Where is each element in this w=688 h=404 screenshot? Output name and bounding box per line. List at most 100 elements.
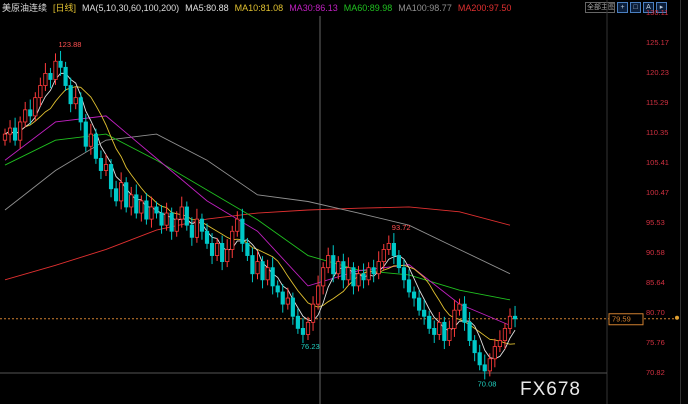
y-tick-label: 130.11	[646, 8, 668, 17]
ma10-line	[4, 86, 516, 345]
current-price-box	[608, 313, 644, 326]
candle-body	[487, 358, 492, 372]
candle-body	[230, 230, 235, 250]
y-tick-label: 110.35	[646, 128, 668, 137]
settings-button[interactable]: A	[643, 2, 654, 13]
candle-body	[512, 315, 518, 320]
candle-body	[33, 97, 38, 117]
candle-body	[83, 121, 88, 147]
candle-body	[452, 309, 457, 329]
crosshair-button[interactable]: +	[617, 2, 628, 13]
watermark: FX678	[520, 379, 581, 400]
current-price-label: 79.59	[612, 315, 631, 324]
candle-body	[472, 340, 477, 354]
y-tick-label: 85.64	[646, 278, 665, 287]
ma-params[interactable]: MA(5,10,30,60,100,200)	[82, 3, 180, 13]
extreme-annotation: 123.88	[59, 40, 82, 49]
candle-body	[78, 97, 83, 123]
y-tick-label: 115.29	[646, 98, 668, 107]
candle-body	[366, 267, 371, 281]
candle-body	[58, 60, 63, 68]
candle-body	[326, 255, 331, 269]
chart-header: 美原油连续 [日线] MA(5,10,30,60,100,200) MA5:80.88…	[0, 0, 580, 16]
candle-body	[240, 218, 245, 244]
candle-body	[194, 218, 199, 238]
candle-body	[144, 200, 149, 220]
candle-body	[225, 249, 230, 263]
candle-body	[134, 194, 139, 214]
candle-body	[38, 85, 43, 99]
candle-body	[477, 352, 482, 366]
extreme-annotation: 93.72	[392, 223, 411, 232]
ma5-line	[4, 72, 516, 360]
ma200-line	[4, 206, 511, 281]
candle-body	[174, 218, 179, 232]
ma60-value: MA60:89.98	[343, 3, 393, 13]
candle-body	[305, 321, 311, 335]
ma100-value: MA100:98.77	[398, 3, 452, 13]
candle-body	[2, 133, 8, 141]
candle-body	[401, 267, 407, 281]
extreme-annotation: 76.23	[301, 342, 320, 351]
y-tick-label: 90.58	[646, 248, 665, 257]
candle-body	[108, 164, 114, 190]
candle-body	[48, 72, 53, 80]
candle-body	[7, 127, 13, 135]
candle-body	[482, 364, 487, 372]
candle-body	[447, 328, 452, 341]
candle-body	[422, 309, 427, 317]
candle-body	[462, 303, 467, 323]
chart-toolbar: 全部主图 + □ A ▸	[585, 2, 667, 14]
candle-body	[88, 133, 93, 147]
candle-body	[204, 230, 210, 244]
candle-body	[93, 133, 98, 159]
candle-body	[184, 206, 189, 226]
ma30-value: MA30:86.13	[289, 3, 338, 13]
candle-body	[502, 328, 508, 341]
ma100-line	[4, 133, 511, 275]
candle-body	[139, 200, 144, 214]
candle-body	[189, 224, 194, 238]
candle-body	[331, 255, 336, 275]
y-tick-label: 100.47	[646, 188, 669, 197]
ma10-value: MA10:81.08	[234, 3, 284, 13]
candle-body	[265, 267, 270, 281]
candle-body	[497, 340, 503, 348]
candle-body	[199, 218, 205, 232]
candle-body	[124, 182, 129, 208]
candle-body	[23, 109, 28, 123]
candle-body	[406, 279, 412, 293]
candle-body	[169, 212, 174, 232]
price-marker	[675, 315, 679, 320]
candle-body	[467, 321, 472, 341]
candle-body	[411, 291, 417, 299]
zoom-button[interactable]: □	[630, 2, 641, 13]
candle-body	[275, 285, 280, 293]
candle-body	[391, 242, 396, 256]
candle-body	[159, 212, 164, 226]
candle-body	[437, 321, 442, 335]
period-label[interactable]: [日线]	[53, 3, 77, 13]
candle-body	[73, 97, 78, 105]
candle-body	[346, 267, 351, 281]
ma5-value: MA5:80.88	[185, 3, 229, 13]
candle-body	[28, 109, 33, 117]
candle-body	[507, 315, 513, 329]
instrument-title: 美原油连续	[2, 3, 48, 13]
candle-body	[164, 212, 169, 226]
candle-body	[220, 242, 225, 263]
candle-body	[255, 261, 260, 275]
candle-body	[235, 218, 240, 232]
candle-body	[336, 261, 341, 275]
candle-body	[457, 303, 462, 311]
y-tick-label: 120.23	[646, 68, 669, 77]
candle-body	[68, 85, 73, 105]
candle-body	[492, 346, 497, 360]
overlay-select[interactable]: 全部主图	[585, 2, 615, 13]
y-tick-label: 95.53	[646, 218, 665, 227]
extreme-annotation: 70.08	[478, 379, 497, 388]
candle-body	[427, 315, 432, 329]
expand-button[interactable]: ▸	[656, 2, 667, 13]
candle-body	[250, 255, 255, 275]
